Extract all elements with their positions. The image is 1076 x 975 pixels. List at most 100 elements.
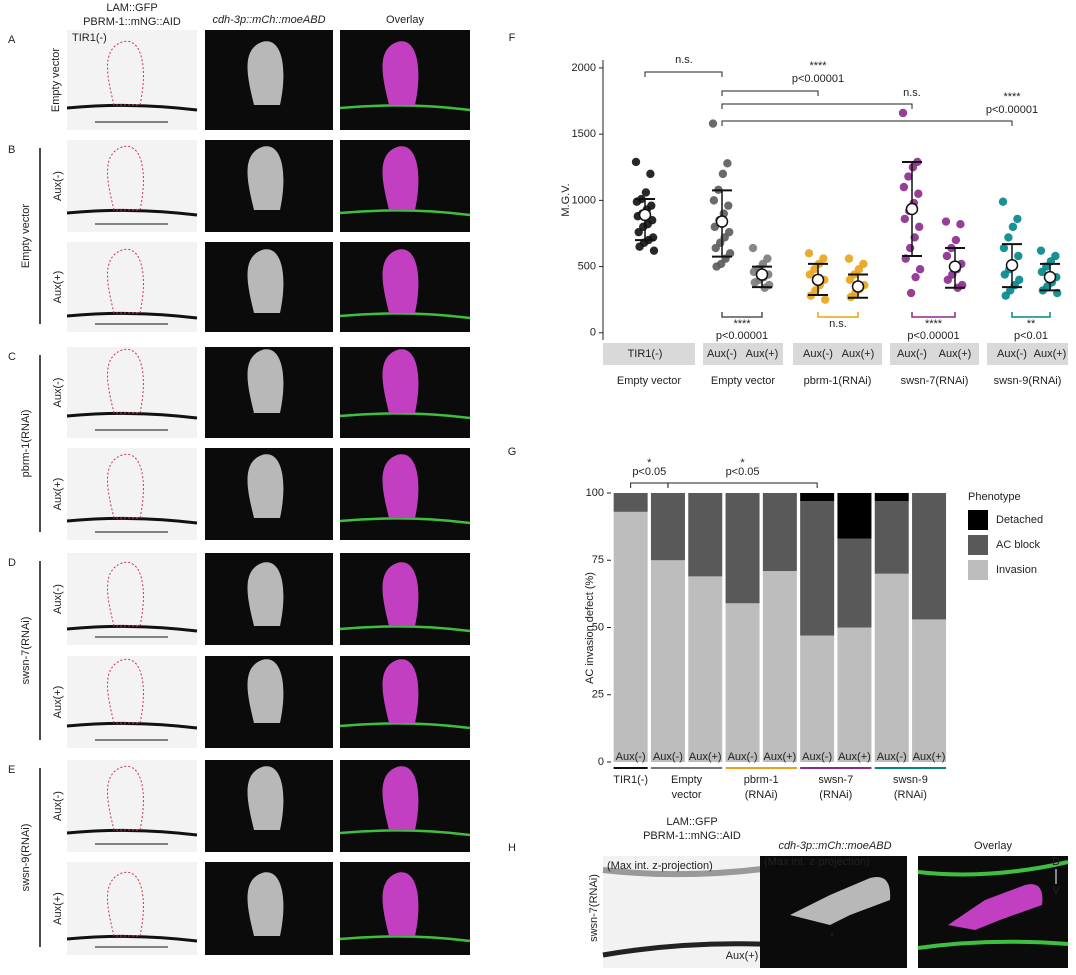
- cell: [247, 349, 284, 413]
- data-point: [805, 270, 815, 279]
- cell: [382, 349, 419, 413]
- condition-label: Aux(-): [52, 171, 64, 201]
- bar-segment: [874, 573, 909, 762]
- header: Overlay: [386, 14, 424, 26]
- bracket: [630, 482, 669, 488]
- category-label: Aux(-): [707, 348, 737, 360]
- data-point: [943, 275, 952, 285]
- membrane: [339, 312, 471, 320]
- bar-segment: [912, 493, 947, 620]
- significance: *: [740, 457, 745, 469]
- data-point: [915, 265, 925, 274]
- group-label: TIR1(-): [613, 774, 648, 786]
- category-label: Aux(+): [842, 348, 875, 360]
- y-tick-label: 0: [598, 756, 604, 768]
- data-point: [709, 196, 719, 205]
- bar-segment: [912, 619, 947, 762]
- bracket: [911, 312, 956, 318]
- micrograph: [67, 140, 197, 232]
- panel-letter: A: [8, 34, 16, 46]
- micrograph: [67, 553, 197, 645]
- cell: [382, 872, 419, 936]
- legend-label: Detached: [996, 514, 1043, 526]
- cell: [247, 872, 284, 936]
- significance: p<0.01: [1014, 330, 1048, 342]
- bar-segment: [837, 493, 872, 539]
- strip: [703, 343, 783, 365]
- legend-swatch: [968, 535, 988, 555]
- data-point: [1008, 222, 1018, 232]
- data-point: [724, 201, 733, 210]
- data-point: [641, 188, 651, 197]
- data-point: [804, 249, 814, 258]
- data-point: [845, 275, 855, 285]
- bracket: [817, 312, 859, 318]
- bar-segment: [837, 538, 872, 628]
- panel-letter: D: [8, 557, 16, 569]
- group-label: (RNAi): [894, 789, 927, 801]
- group-label: Empty vector: [20, 204, 32, 269]
- significance: n.s.: [829, 318, 847, 330]
- membrane: [339, 935, 471, 943]
- significance: n.s.: [675, 54, 693, 66]
- membrane: [339, 517, 471, 525]
- data-point: [915, 222, 924, 232]
- group-label: Empty vector: [617, 375, 682, 387]
- group-label: vector: [672, 789, 702, 801]
- condition-label: Aux(-): [52, 584, 64, 614]
- micrograph: [67, 760, 197, 852]
- condition-label: Aux(-): [52, 378, 64, 408]
- condition-label: Aux(+): [52, 892, 64, 925]
- data-point: [844, 254, 854, 263]
- category-label: Aux(-): [803, 348, 833, 360]
- cell: [382, 766, 419, 830]
- data-point: [904, 172, 913, 181]
- row-label: swsn-7(RNAi): [588, 874, 600, 942]
- data-point: [956, 220, 965, 229]
- bracket: [721, 120, 1013, 126]
- panel-letter: G: [508, 446, 517, 458]
- condition-label: Aux(+): [726, 950, 759, 962]
- y-tick-label: 1500: [572, 128, 596, 140]
- cell: [247, 146, 284, 210]
- cell: [382, 454, 419, 518]
- cell: [790, 876, 891, 925]
- data-point: [711, 243, 720, 253]
- cell-outline: [107, 248, 144, 314]
- data-point: [906, 243, 915, 253]
- cell: [247, 562, 284, 626]
- y-tick-label: 1000: [572, 194, 596, 206]
- condition-label: Aux(+): [52, 271, 64, 304]
- data-point: [1036, 246, 1046, 255]
- data-point: [908, 163, 918, 172]
- bar-segment: [800, 635, 835, 762]
- inset-label: (Max int. z-projection): [764, 856, 870, 868]
- group-label: pbrm-1: [744, 774, 779, 786]
- data-point: [646, 169, 655, 179]
- cell: [247, 249, 284, 313]
- condition-label: Aux(+): [52, 478, 64, 511]
- data-point: [635, 242, 644, 251]
- mean-marker: [1005, 259, 1019, 272]
- mean-marker: [1043, 270, 1057, 284]
- axis-label: D: [1052, 856, 1060, 868]
- membrane: [339, 625, 471, 633]
- bar-label: Aux(+): [689, 751, 722, 763]
- group-label: pbrm-1(RNAi): [20, 410, 32, 478]
- significance: p<0.00001: [986, 104, 1038, 116]
- bar-segment: [688, 576, 723, 762]
- significance: ****: [809, 60, 827, 72]
- group-label: Empty: [671, 774, 703, 786]
- cell: [382, 249, 419, 313]
- data-point: [941, 217, 951, 226]
- y-axis-label: AC invasion defect (%): [584, 572, 596, 684]
- bar-segment: [874, 493, 909, 502]
- strip: [890, 343, 979, 365]
- significance: ****: [1003, 91, 1021, 103]
- data-point: [712, 262, 721, 271]
- bar-label: Aux(-): [802, 751, 832, 763]
- bar-segment: [613, 493, 648, 512]
- cell-outline: [107, 765, 144, 831]
- bar-segment: [800, 501, 835, 636]
- group-label: swsn-9(RNAi): [20, 824, 32, 892]
